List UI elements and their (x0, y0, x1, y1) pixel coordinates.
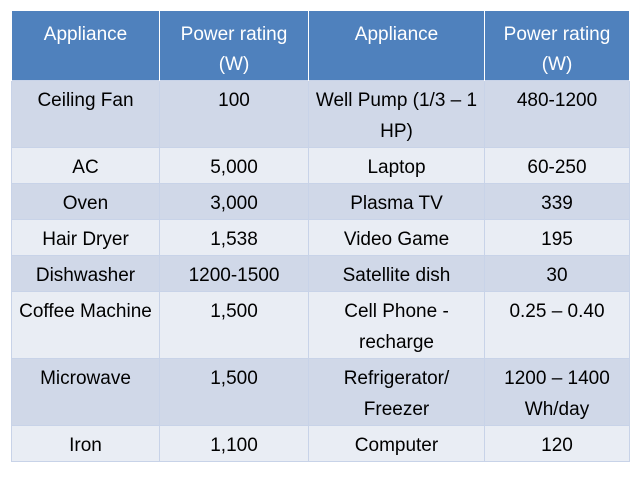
cell-power: 3,000 (159, 183, 309, 220)
cell-power: 195 (484, 219, 630, 256)
header-appliance-1: Appliance (11, 11, 160, 81)
table-row: Oven 3,000 Plasma TV 339 (11, 183, 630, 220)
table-row: Ceiling Fan 100 Well Pump (1/3 – 1 HP) 4… (11, 80, 630, 148)
cell-power: 5,000 (159, 147, 309, 184)
cell-appliance: Ceiling Fan (11, 80, 160, 148)
cell-appliance: Iron (11, 425, 160, 462)
header-appliance-2: Appliance (308, 11, 485, 81)
cell-power: 339 (484, 183, 630, 220)
table-row: AC 5,000 Laptop 60-250 (11, 147, 630, 184)
cell-appliance: Cell Phone - recharge (308, 291, 485, 359)
header-power-rating-2: Power rating (W) (484, 11, 630, 81)
appliance-power-table-container: Appliance Power rating (W) Appliance Pow… (11, 11, 630, 462)
table-row: Microwave 1,500 Refrigerator/ Freezer 12… (11, 358, 630, 426)
cell-power: 100 (159, 80, 309, 148)
header-power-rating-1: Power rating (W) (159, 11, 309, 81)
cell-power: 30 (484, 255, 630, 292)
table-row: Hair Dryer 1,538 Video Game 195 (11, 219, 630, 256)
cell-power: 0.25 – 0.40 (484, 291, 630, 359)
cell-power: 1,500 (159, 291, 309, 359)
header-row: Appliance Power rating (W) Appliance Pow… (11, 11, 630, 81)
cell-power: 1200 – 1400 Wh/day (484, 358, 630, 426)
cell-appliance: Oven (11, 183, 160, 220)
cell-appliance: Hair Dryer (11, 219, 160, 256)
table-row: Coffee Machine 1,500 Cell Phone - rechar… (11, 291, 630, 359)
appliance-power-table: Appliance Power rating (W) Appliance Pow… (11, 11, 630, 462)
cell-power: 480-1200 (484, 80, 630, 148)
cell-power: 120 (484, 425, 630, 462)
cell-appliance: Coffee Machine (11, 291, 160, 359)
cell-power: 60-250 (484, 147, 630, 184)
cell-appliance: Computer (308, 425, 485, 462)
cell-appliance: Refrigerator/ Freezer (308, 358, 485, 426)
cell-appliance: AC (11, 147, 160, 184)
cell-appliance: Plasma TV (308, 183, 485, 220)
cell-power: 1200-1500 (159, 255, 309, 292)
cell-power: 1,538 (159, 219, 309, 256)
table-body: Ceiling Fan 100 Well Pump (1/3 – 1 HP) 4… (11, 80, 630, 462)
cell-power: 1,100 (159, 425, 309, 462)
cell-appliance: Video Game (308, 219, 485, 256)
cell-appliance: Satellite dish (308, 255, 485, 292)
table-row: Iron 1,100 Computer 120 (11, 425, 630, 462)
cell-power: 1,500 (159, 358, 309, 426)
table-header: Appliance Power rating (W) Appliance Pow… (11, 11, 630, 81)
cell-appliance: Dishwasher (11, 255, 160, 292)
cell-appliance: Laptop (308, 147, 485, 184)
cell-appliance: Microwave (11, 358, 160, 426)
cell-appliance: Well Pump (1/3 – 1 HP) (308, 80, 485, 148)
table-row: Dishwasher 1200-1500 Satellite dish 30 (11, 255, 630, 292)
